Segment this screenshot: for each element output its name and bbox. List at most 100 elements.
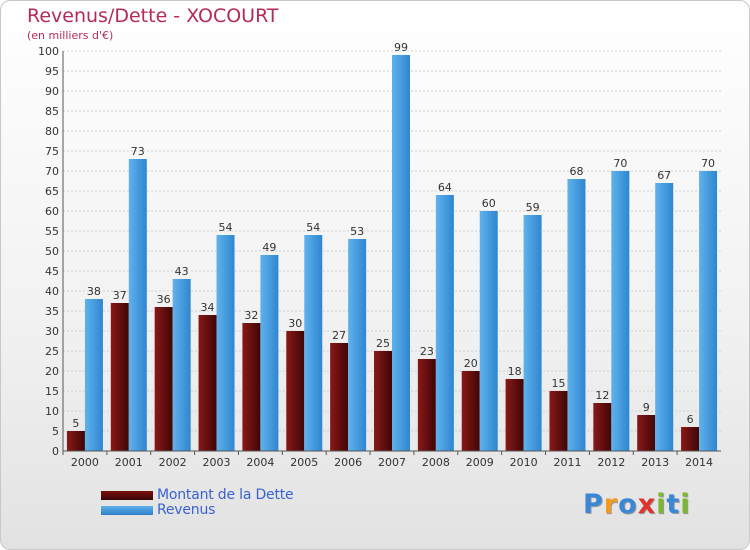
bar-dette [461,371,480,451]
x-tick-label: 2001 [115,456,143,469]
value-label-dette: 30 [288,317,302,330]
value-label-dette: 27 [332,329,346,342]
bar-revenus [435,195,454,451]
y-tick-label: 100 [38,45,59,58]
x-tick-label: 2006 [334,456,362,469]
value-label-dette: 34 [201,301,215,314]
bar-dette [110,303,129,451]
bar-dette [286,331,305,451]
y-tick-label: 5 [52,425,59,438]
bar-dette [198,315,217,451]
bar-revenus [260,255,279,451]
logo-letter: i [656,489,667,520]
x-tick-label: 2005 [290,456,318,469]
bar-revenus [699,171,718,451]
y-tick-label: 65 [45,185,59,198]
value-label-revenus: 64 [438,181,452,194]
value-label-revenus: 68 [569,165,583,178]
value-label-dette: 6 [687,413,694,426]
bar-dette [330,343,349,451]
y-tick-label: 55 [45,225,59,238]
logo-letter: x [637,489,657,520]
y-tick-label: 90 [45,85,59,98]
value-label-revenus: 73 [131,145,145,158]
y-tick-label: 15 [45,385,59,398]
y-tick-label: 30 [45,325,59,338]
value-label-dette: 12 [595,389,609,402]
value-label-revenus: 67 [657,169,671,182]
value-label-dette: 23 [420,345,434,358]
logo-letter: t [666,489,681,520]
legend-label-revenus: Revenus [157,502,216,518]
legend-swatch-revenus [101,505,153,515]
value-label-dette: 32 [244,309,258,322]
y-tick-label: 80 [45,125,59,138]
legend-swatch-dette [101,490,153,500]
value-label-dette: 5 [72,417,79,430]
bar-revenus [523,215,542,451]
bar-revenus [172,279,191,451]
value-label-revenus: 38 [87,285,101,298]
x-tick-label: 2008 [422,456,450,469]
bar-revenus [655,183,674,451]
value-label-revenus: 99 [394,41,408,54]
x-tick-label: 2009 [466,456,494,469]
legend-item-revenus: Revenus [101,502,215,518]
value-label-revenus: 53 [350,225,364,238]
bar-revenus [567,179,586,451]
x-tick-label: 2010 [510,456,538,469]
value-label-revenus: 70 [701,157,715,170]
value-label-revenus: 49 [262,241,276,254]
value-label-dette: 18 [508,365,522,378]
y-tick-label: 0 [52,445,59,458]
bar-revenus [611,171,630,451]
x-tick-label: 2004 [246,456,274,469]
y-tick-label: 50 [45,245,59,258]
y-tick-label: 35 [45,305,59,318]
y-tick-label: 85 [45,105,59,118]
value-label-dette: 36 [157,293,171,306]
bar-dette [681,427,700,451]
bar-dette [505,379,524,451]
y-tick-label: 70 [45,165,59,178]
value-label-revenus: 54 [306,221,320,234]
x-tick-label: 2014 [685,456,713,469]
bar-revenus [348,239,367,451]
logo-letter: r [603,489,619,520]
value-label-revenus: 60 [482,197,496,210]
value-label-revenus: 43 [175,265,189,278]
logo-letter: P [583,489,604,520]
y-tick-label: 40 [45,285,59,298]
x-tick-label: 2013 [641,456,669,469]
y-tick-label: 45 [45,265,59,278]
bar-dette [417,359,436,451]
value-label-revenus: 59 [526,201,540,214]
x-tick-label: 2011 [553,456,581,469]
bar-dette [374,351,392,451]
bar-dette [242,323,261,451]
x-tick-label: 2000 [71,456,99,469]
bar-dette [154,307,173,451]
x-tick-label: 2007 [378,456,406,469]
value-label-dette: 9 [643,401,650,414]
value-label-revenus: 70 [613,157,627,170]
chart-subtitle: (en milliers d'€) [27,29,114,42]
y-tick-label: 25 [45,345,59,358]
bar-dette [593,403,612,451]
y-tick-label: 10 [45,405,59,418]
bar-revenus [392,55,410,451]
value-label-revenus: 54 [219,221,233,234]
x-tick-label: 2002 [159,456,187,469]
bar-dette [66,431,85,451]
y-tick-label: 20 [45,365,59,378]
x-tick-label: 2003 [203,456,231,469]
value-label-dette: 37 [113,289,127,302]
value-labels: 5 38 37 73 36 43 34 54 32 49 30 54 27 53 25 99 23 64 20 60 1… [72,41,715,430]
logo-letter: i [680,489,691,520]
axes: 0510152025303540455055606570758085909510… [38,45,721,469]
bar-dette [549,391,568,451]
bar-revenus [216,235,235,451]
logo-letter: o [618,489,638,520]
value-label-dette: 20 [464,357,478,370]
